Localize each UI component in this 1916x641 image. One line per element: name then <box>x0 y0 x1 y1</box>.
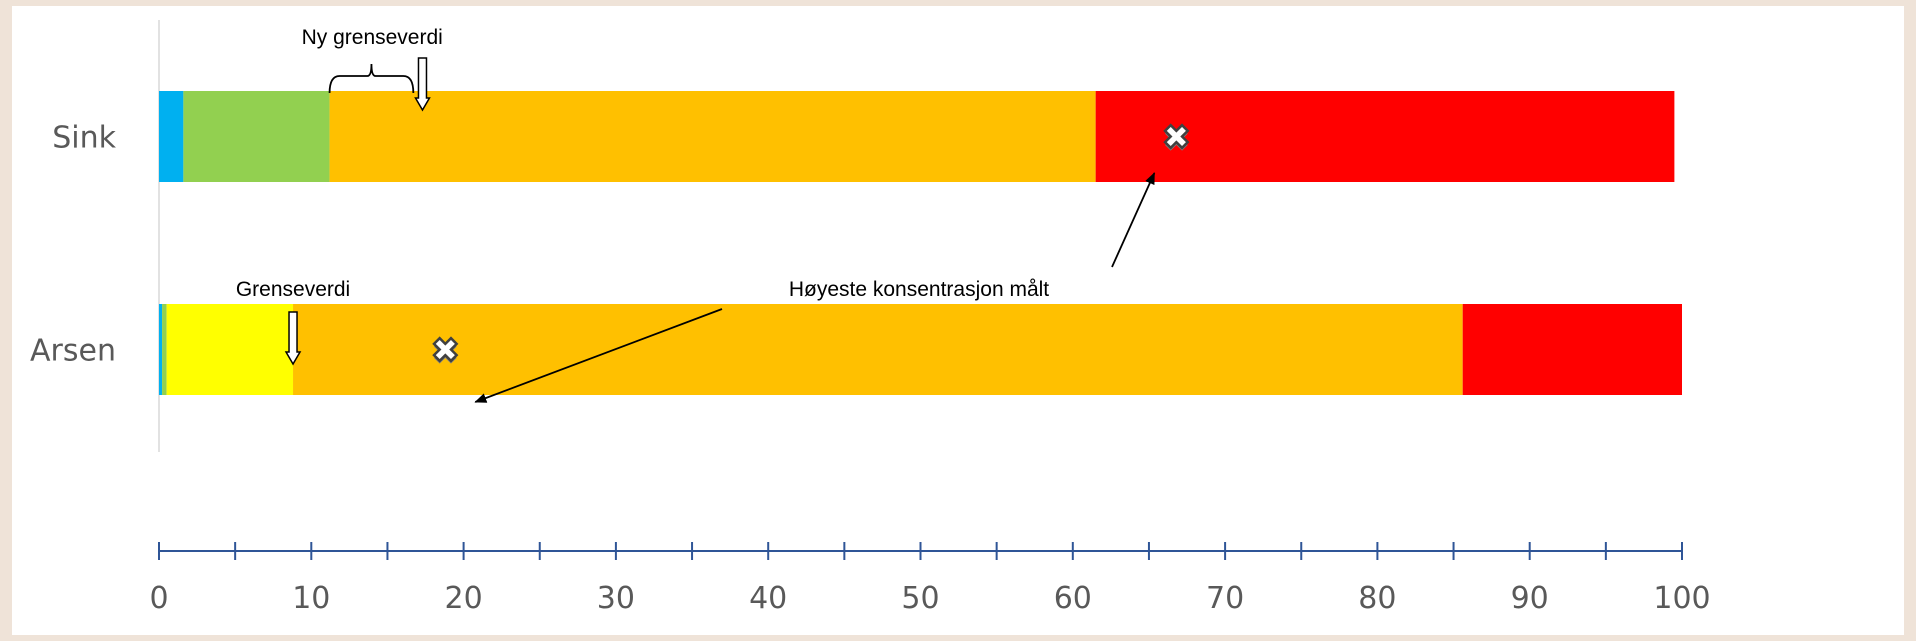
bar-segment-arsen-3 <box>166 304 294 395</box>
limit-arrow <box>284 311 302 366</box>
category-label-arsen: Arsen <box>30 334 116 369</box>
pointer-arrow-sink <box>1111 172 1156 268</box>
chart-panel: 0 10 20 30 40 50 60 70 80 90 100 Sink Arsen Ny gren… <box>12 6 1904 635</box>
bar-segment-sink-4 <box>1095 91 1675 182</box>
bar-segment-sink-1 <box>159 91 184 182</box>
bar-segment-arsen-4 <box>293 304 1463 395</box>
category-label-sink: Sink <box>52 121 116 156</box>
x-tick-label: 30 <box>597 581 635 616</box>
new-limit-label: Ny grenseverdi <box>302 26 443 49</box>
x-tick-label: 50 <box>901 581 939 616</box>
x-tick-label: 10 <box>292 581 330 616</box>
x-tick-label: 70 <box>1206 581 1244 616</box>
x-tick-label: 90 <box>1511 581 1549 616</box>
stacked-bar-chart: 0 10 20 30 40 50 60 70 80 90 100 Sink Arsen Ny gren… <box>30 20 1711 616</box>
max-measured-marker-arsen <box>432 336 459 364</box>
x-tick-label: 60 <box>1054 581 1092 616</box>
bar-segment-arsen-5 <box>1462 304 1682 395</box>
annotations: Ny grenseverdi Grenseverdi Høyeste konse… <box>236 26 1156 403</box>
x-tick-label: 0 <box>149 581 168 616</box>
limit-label: Grenseverdi <box>236 278 350 301</box>
x-tick-label: 100 <box>1653 581 1710 616</box>
max-measured-marker-sink <box>1163 123 1190 151</box>
x-tick-label: 40 <box>749 581 787 616</box>
bar-segment-sink-2 <box>183 91 330 182</box>
bar-segment-arsen-2 <box>162 304 167 395</box>
category-labels: Sink Arsen <box>30 121 117 369</box>
new-limit-arrow <box>414 57 431 112</box>
x-tick-label: 20 <box>445 581 483 616</box>
bars-group <box>159 91 1682 395</box>
pointer-arrow-arsen <box>474 308 723 403</box>
x-tick-label: 80 <box>1358 581 1396 616</box>
x-axis: 0 10 20 30 40 50 60 70 80 90 100 <box>149 542 1711 616</box>
bar-segment-arsen-1 <box>159 304 163 395</box>
bar-segment-sink-3 <box>329 91 1096 182</box>
new-limit-bracket <box>328 63 415 94</box>
max-concentration-label: Høyeste konsentrasjon målt <box>789 278 1049 301</box>
